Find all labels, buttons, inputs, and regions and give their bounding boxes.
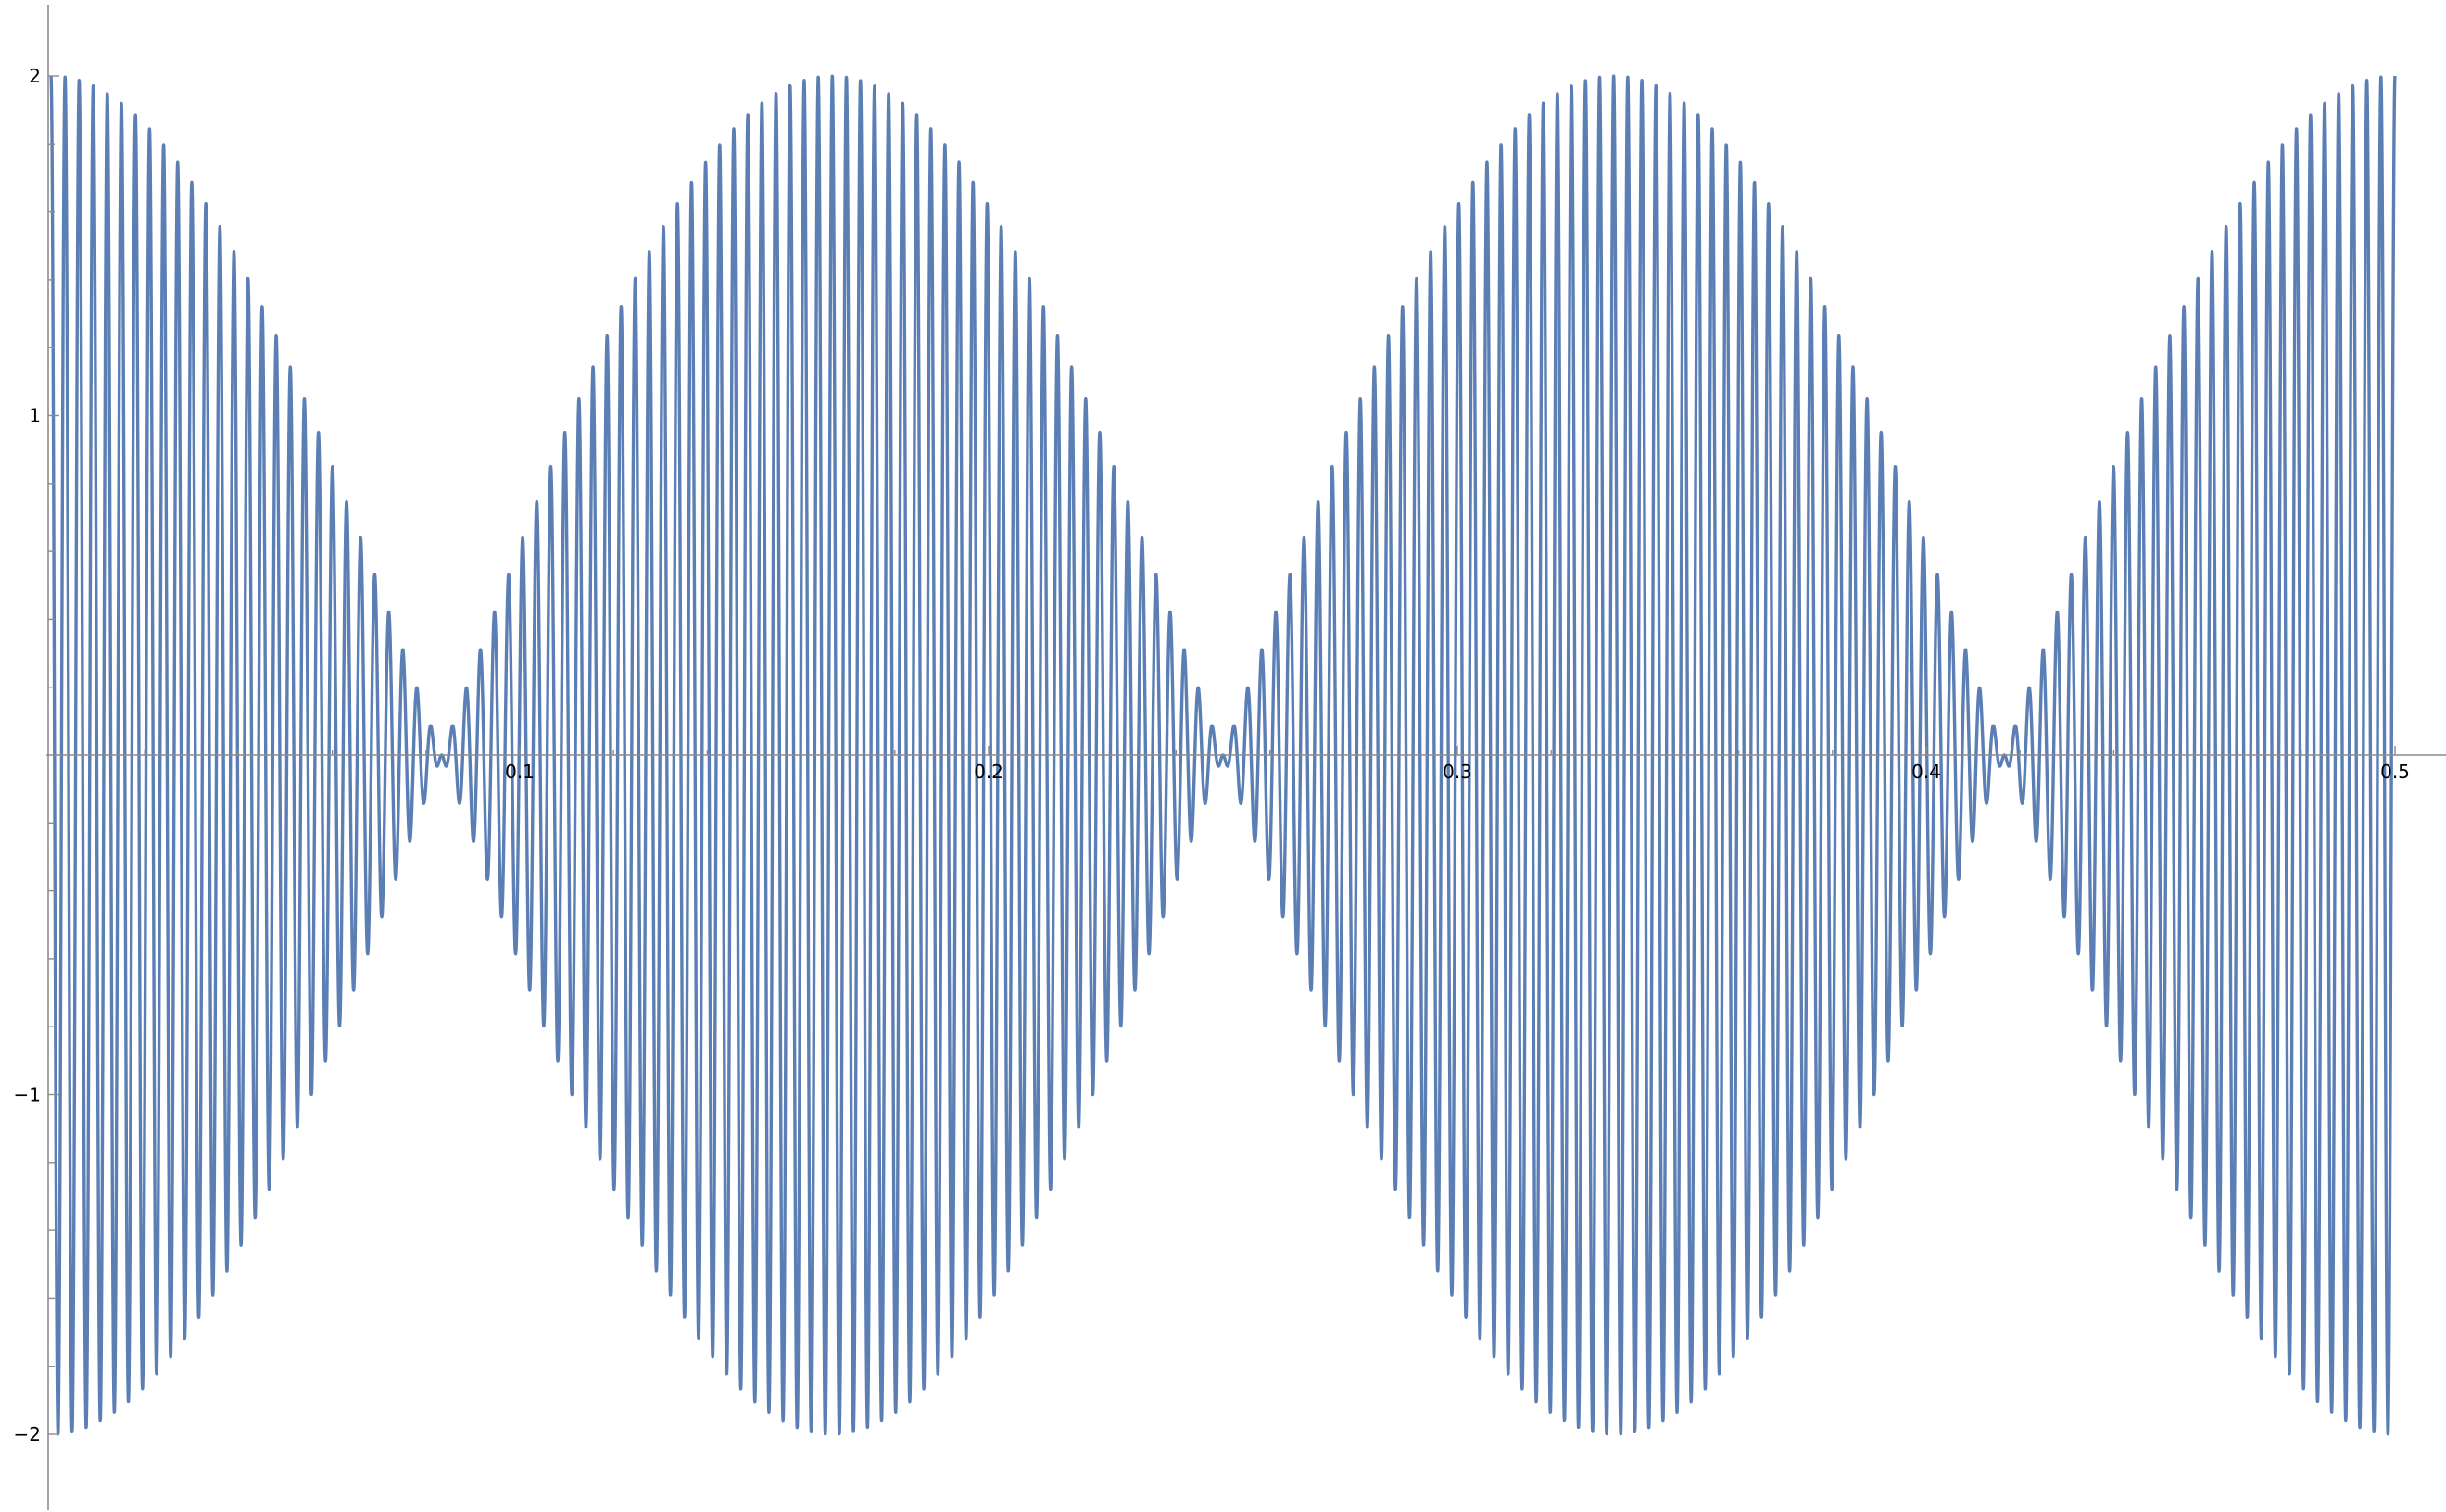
y-tick-label: −2 [14, 1423, 41, 1445]
axes [46, 5, 2446, 1510]
y-tick-label: −1 [14, 1084, 41, 1106]
x-tick-label: 0.2 [974, 761, 1003, 783]
y-tick-label: 1 [29, 405, 41, 427]
x-tick-label: 0.5 [2380, 761, 2410, 783]
x-tick-label: 0.3 [1443, 761, 1472, 783]
tick-labels: 0.1 0.2 0.3 0.4 0.5 2 1 −1 −2 [14, 65, 2410, 1445]
x-tick-label: 0.4 [1911, 761, 1941, 783]
y-tick-label: 2 [29, 65, 41, 87]
x-tick-label: 0.1 [505, 761, 535, 783]
